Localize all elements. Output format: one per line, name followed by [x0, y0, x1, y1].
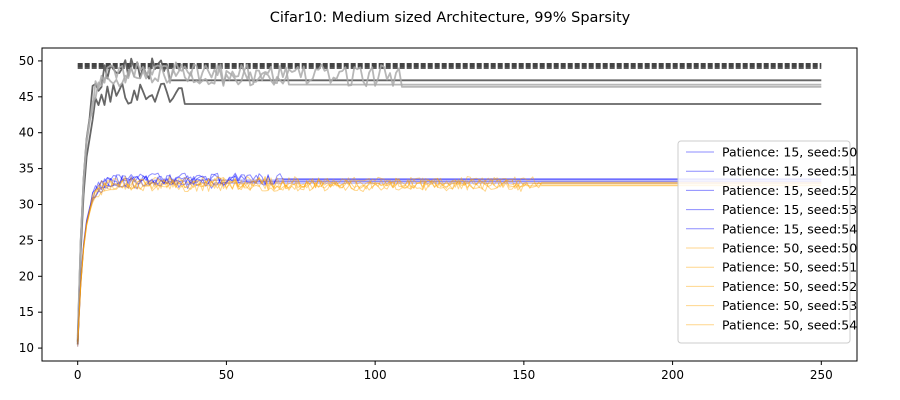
legend-label: Patience: 15, seed:53	[722, 202, 857, 217]
legend-label: Patience: 50, seed:53	[722, 298, 857, 313]
legend-label: Patience: 15, seed:54	[722, 221, 857, 236]
grey-series-1	[76, 57, 822, 342]
y-tick-label: 40	[19, 126, 34, 140]
y-tick-label: 10	[19, 341, 34, 355]
legend-label: Patience: 15, seed:50	[722, 145, 857, 160]
legend-label: Patience: 50, seed:54	[722, 317, 857, 332]
y-tick-label: 35	[19, 162, 34, 176]
y-tick-label: 30	[19, 198, 34, 212]
x-tick-label: 0	[74, 368, 82, 382]
grey-series-3	[76, 61, 822, 336]
x-tick-label: 100	[364, 368, 387, 382]
y-tick-label: 45	[19, 90, 34, 104]
y-tick-label: 50	[19, 54, 34, 68]
x-tick-label: 50	[219, 368, 234, 382]
legend-label: Patience: 50, seed:50	[722, 241, 857, 256]
grey-series-2	[76, 63, 822, 339]
legend-label: Patience: 15, seed:51	[722, 164, 857, 179]
chart-title: Cifar10: Medium sized Architecture, 99% …	[270, 10, 631, 26]
axis-ticks: 0 50 100 150 200 250 10 15 20 25 30 35 40 45 50	[19, 54, 833, 382]
legend-label: Patience: 50, seed:52	[722, 279, 857, 294]
legend-label: Patience: 50, seed:51	[722, 260, 857, 275]
y-tick-label: 20	[19, 269, 34, 283]
x-tick-label: 150	[512, 368, 535, 382]
x-tick-label: 250	[810, 368, 833, 382]
y-tick-label: 25	[19, 233, 34, 247]
legend: Patience: 15, seed:50 Patience: 15, seed:…	[677, 140, 857, 344]
grey-series-0	[76, 82, 822, 345]
y-tick-label: 15	[19, 305, 34, 319]
legend-label: Patience: 15, seed:52	[722, 183, 857, 198]
legend-box	[677, 140, 851, 344]
x-tick-label: 200	[661, 368, 684, 382]
